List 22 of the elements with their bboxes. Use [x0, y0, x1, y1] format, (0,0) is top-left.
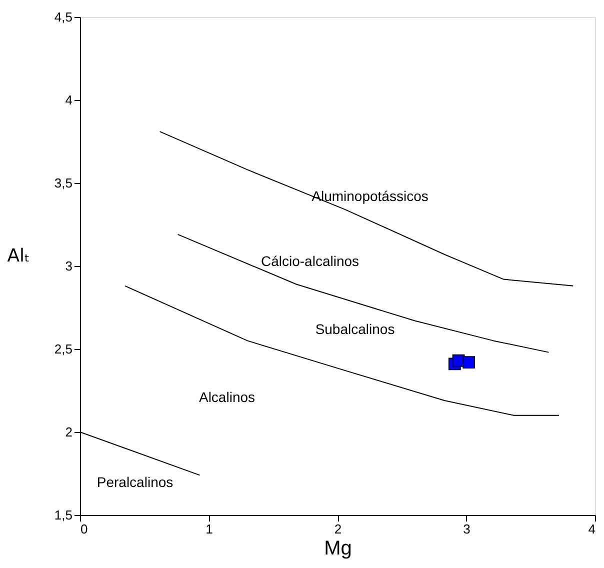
- y-axis-title: Alₜ: [7, 246, 30, 266]
- x-tick-label: 0: [80, 522, 88, 536]
- y-tick-label: 2,5: [54, 342, 72, 356]
- x-tick-label: 1: [206, 522, 213, 536]
- y-tick-label: 2: [65, 424, 72, 440]
- y-tick-label: 4: [65, 92, 72, 108]
- annotation: Subalcalinos: [315, 321, 395, 337]
- y-tick-label: 3,5: [54, 176, 72, 190]
- line-series: [159, 131, 574, 286]
- annotation: Aluminopotássicos: [312, 188, 428, 204]
- annotation: Alcalinos: [198, 389, 256, 405]
- line-series: [124, 285, 560, 416]
- y-tick-label: 3: [65, 258, 72, 274]
- x-tick-label: 3: [463, 522, 470, 536]
- x-tick-label: 2: [334, 522, 342, 536]
- y-tick-label: 1,5: [54, 508, 72, 522]
- annotation: Peralcalinos: [96, 474, 174, 490]
- annotation: Cálcio-alcalinos: [260, 253, 360, 269]
- x-axis-title: Mg: [324, 538, 352, 560]
- line-series: [177, 234, 550, 353]
- y-tick-label: 4,5: [54, 10, 72, 24]
- x-tick-label: 4: [588, 522, 596, 536]
